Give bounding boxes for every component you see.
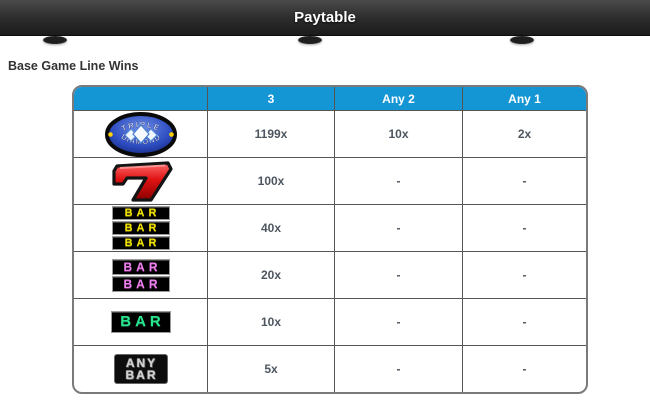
hidden-symbol-peek bbox=[510, 36, 534, 44]
hidden-symbol-peek bbox=[298, 36, 322, 44]
payout-cell: - bbox=[463, 157, 586, 204]
payout-cell: 20x bbox=[208, 251, 335, 298]
symbol-cell: BAR bbox=[74, 298, 208, 345]
page-title: Paytable bbox=[294, 9, 356, 26]
payout-cell: 1199x bbox=[208, 110, 335, 157]
payout-cell: - bbox=[335, 204, 463, 251]
symbol-cell: TRIPLE DIAMOND bbox=[74, 110, 208, 157]
table-row: BAR BAR BAR 40x - - bbox=[74, 204, 586, 251]
bar-chip: BAR bbox=[111, 236, 170, 250]
column-header-symbol bbox=[74, 87, 208, 110]
bar-chip: BAR bbox=[111, 221, 170, 235]
title-bar: Paytable bbox=[0, 0, 650, 36]
single-bar-icon: BAR bbox=[110, 311, 171, 333]
column-header-3: 3 bbox=[208, 87, 335, 110]
column-header-any2: Any 2 bbox=[335, 87, 463, 110]
payout-cell: 2x bbox=[463, 110, 586, 157]
bar-chip: BAR bbox=[110, 311, 171, 333]
payout-cell: - bbox=[463, 204, 586, 251]
table-row: BAR BAR 20x - - bbox=[74, 251, 586, 298]
any-bar-line1: ANY bbox=[125, 356, 158, 370]
symbol-cell bbox=[74, 157, 208, 204]
payout-cell: 5x bbox=[208, 345, 335, 392]
bar-chip: BAR bbox=[111, 258, 170, 275]
symbol-cell: ANY BAR bbox=[74, 345, 208, 392]
table-row: TRIPLE DIAMOND 1199x 10x 2x bbox=[74, 110, 586, 157]
symbol-cell: BAR BAR bbox=[74, 251, 208, 298]
double-bar-icon: BAR BAR bbox=[111, 258, 170, 292]
payout-cell: - bbox=[335, 157, 463, 204]
payout-cell: - bbox=[335, 345, 463, 392]
hidden-symbol-peek bbox=[43, 36, 67, 44]
paytable-table: 3 Any 2 Any 1 bbox=[72, 85, 588, 394]
payout-cell: - bbox=[335, 251, 463, 298]
payout-cell: 10x bbox=[208, 298, 335, 345]
payout-cell: 40x bbox=[208, 204, 335, 251]
table-header-row: 3 Any 2 Any 1 bbox=[74, 87, 586, 110]
red-seven-icon bbox=[111, 161, 173, 202]
payout-cell: - bbox=[335, 298, 463, 345]
any-bar-line2: BAR bbox=[125, 368, 158, 382]
payout-cell: - bbox=[463, 345, 586, 392]
symbol-cell: BAR BAR BAR bbox=[74, 204, 208, 251]
bar-chip: BAR bbox=[111, 206, 170, 220]
payout-cell: - bbox=[463, 298, 586, 345]
bar-chip: BAR bbox=[111, 275, 170, 292]
payout-cell: 100x bbox=[208, 157, 335, 204]
triple-diamond-icon: TRIPLE DIAMOND bbox=[104, 111, 177, 157]
any-bar-icon: ANY BAR bbox=[113, 354, 168, 384]
table-row: BAR 10x - - bbox=[74, 298, 586, 345]
table-row: 100x - - bbox=[74, 157, 586, 204]
table-row: ANY BAR 5x - - bbox=[74, 345, 586, 392]
payout-cell: 10x bbox=[335, 110, 463, 157]
section-title: Base Game Line Wins bbox=[8, 59, 139, 73]
column-header-any1: Any 1 bbox=[463, 87, 586, 110]
triple-bar-icon: BAR BAR BAR bbox=[111, 206, 170, 250]
payout-cell: - bbox=[463, 251, 586, 298]
